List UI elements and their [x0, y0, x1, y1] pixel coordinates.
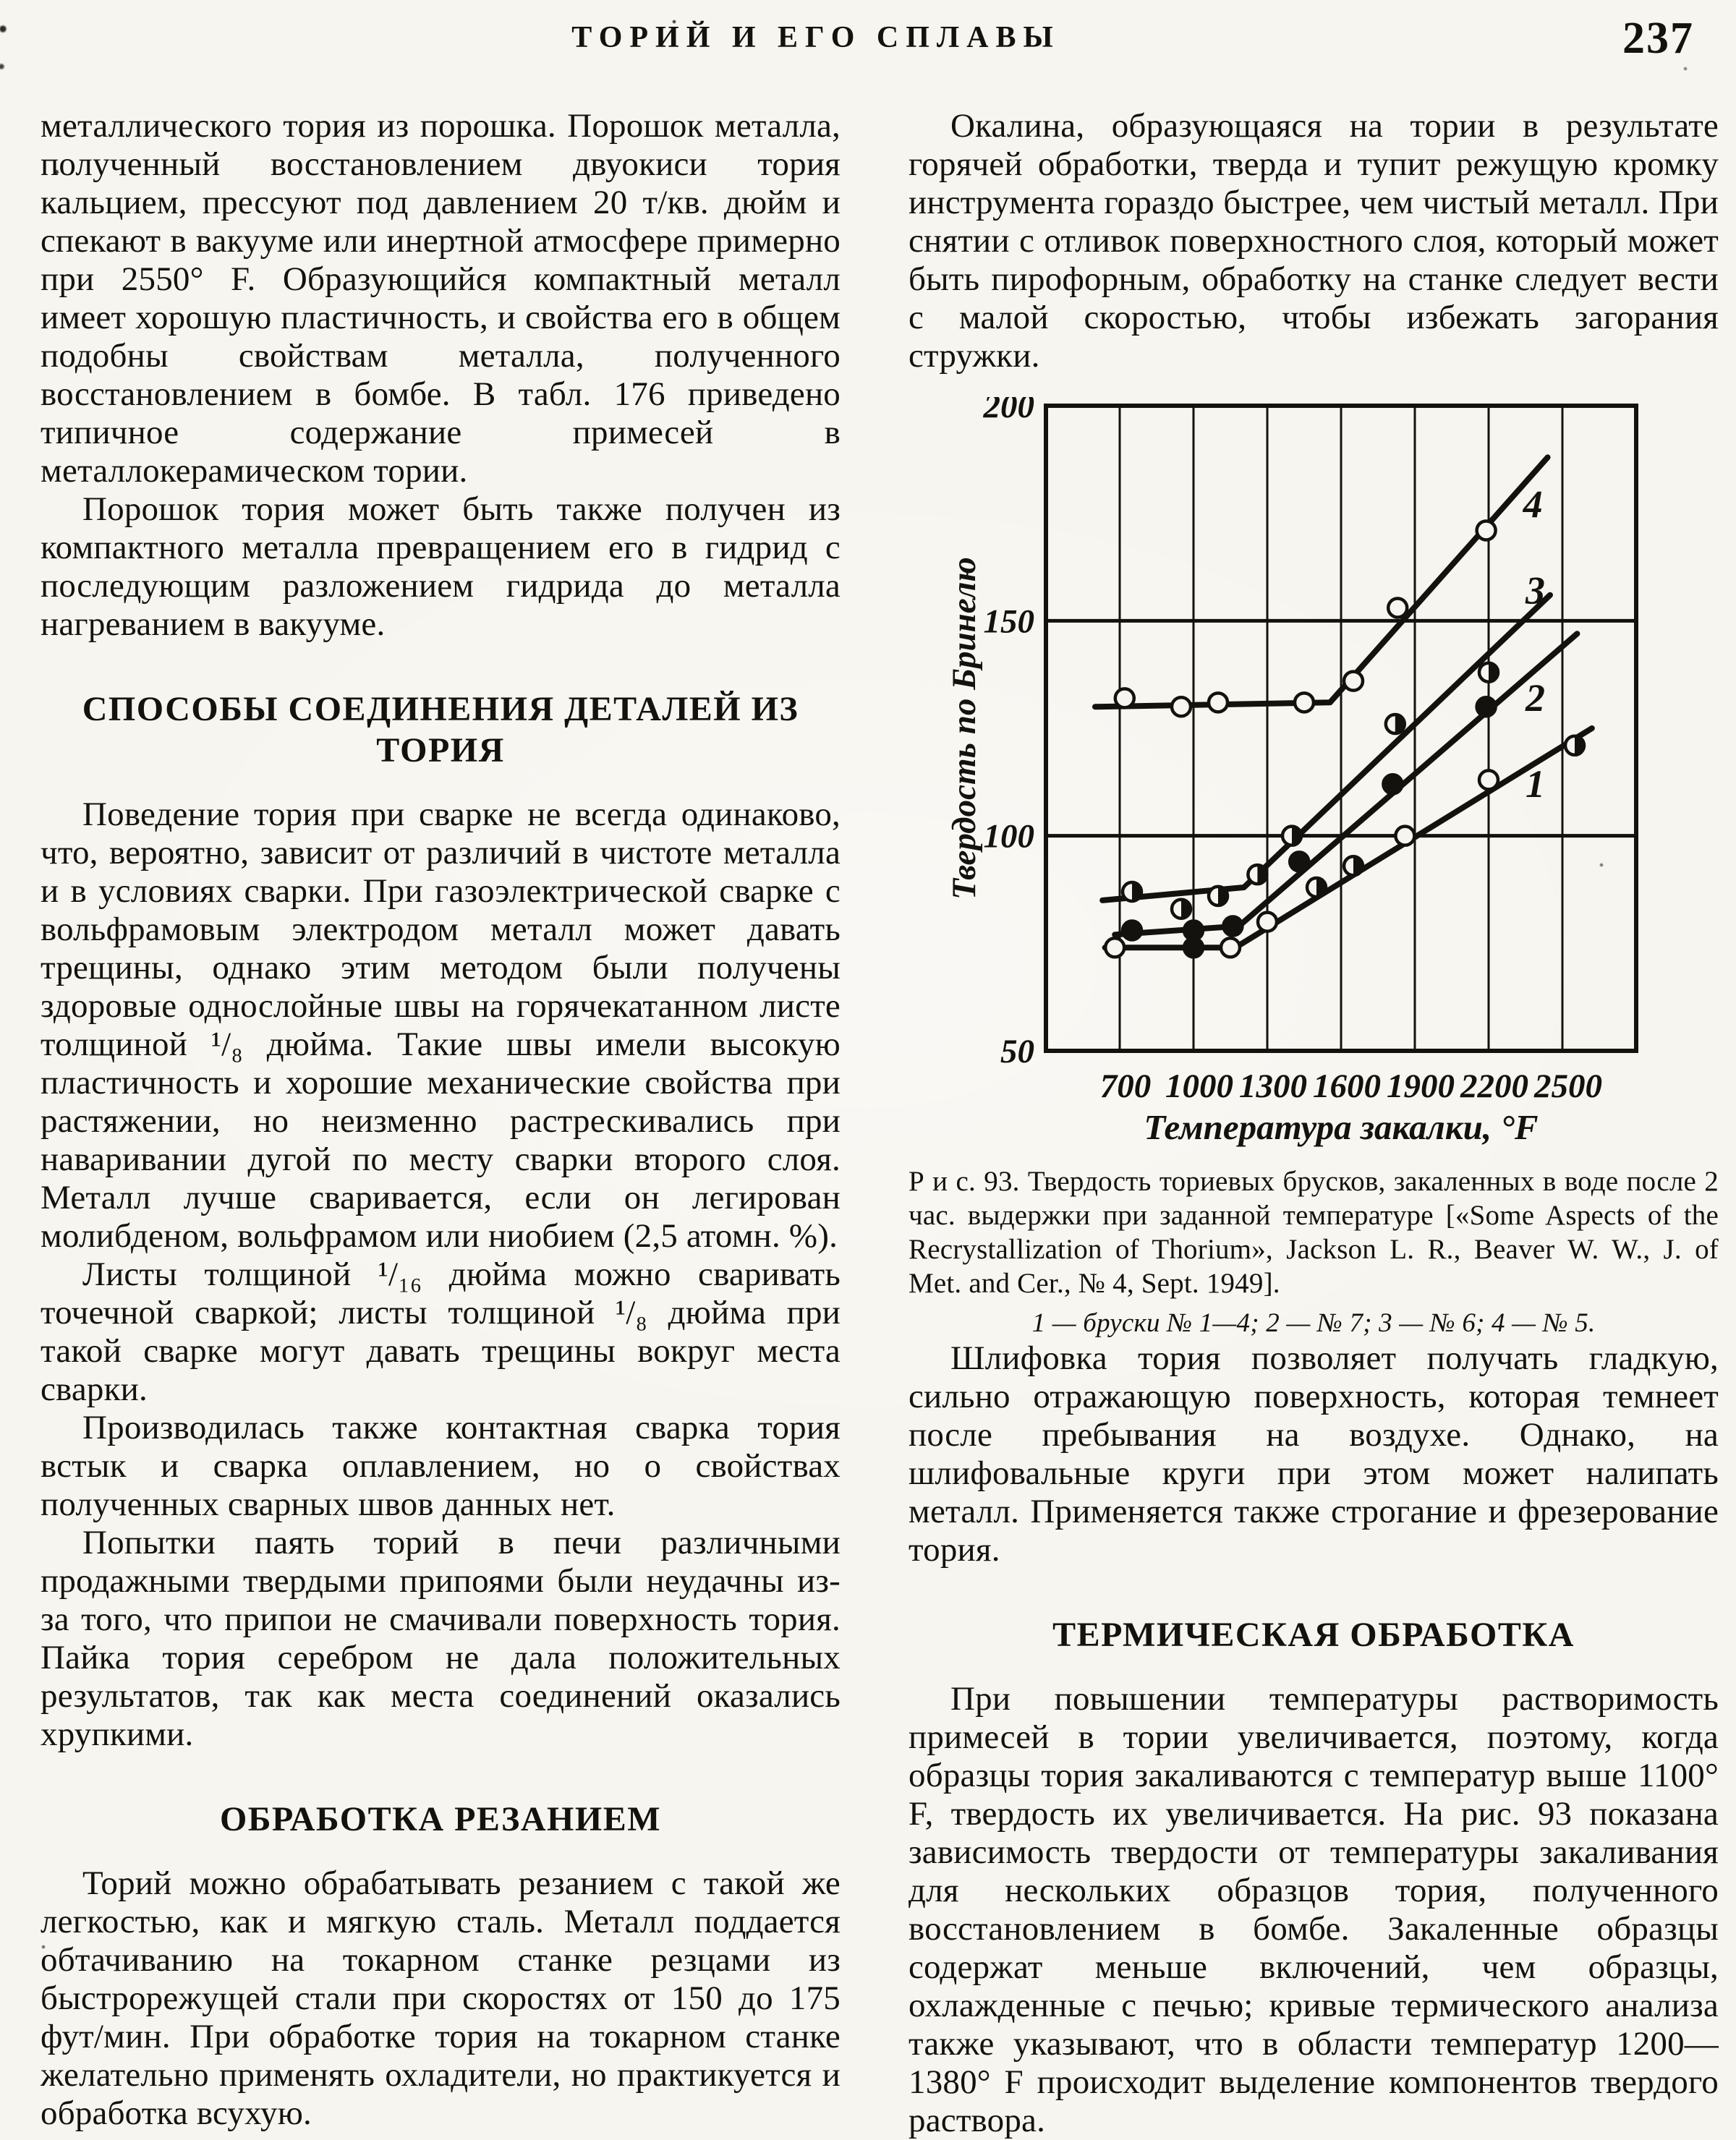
svg-text:50: 50	[1000, 1033, 1034, 1070]
figure-legend: 1 — бруски № 1—4; 2 — № 7; 3 — № 6; 4 — …	[1031, 1308, 1596, 1338]
svg-text:1000: 1000	[1165, 1067, 1233, 1105]
chart-axis-labels: 50 100 150 200 700 1000 1300 1600 1900 2200 2500Те…	[945, 397, 1602, 1147]
svg-text:700: 700	[1100, 1067, 1152, 1105]
section-heading-joining: СПОСОБЫ СОЕДИНЕНИЯ ДЕТАЛЕЙ ИЗ ТОРИЯ	[82, 690, 799, 770]
section-heading-heat-treatment: ТЕРМИЧЕСКАЯ ОБРАБОТКА	[1052, 1616, 1575, 1654]
chart-grid	[1044, 404, 1638, 1053]
left-column: металлического тория из порошка. Порошок…	[41, 107, 841, 2133]
figure-caption: Р и с. 93. Твердость ториевых брусков, з…	[909, 1166, 1719, 1299]
paragraph-powder-metal: металлического тория из порошка. Порошок…	[41, 107, 841, 490]
figure-caption-block: Р и с. 93. Твердость ториевых брусков, з…	[909, 1164, 1719, 1339]
svg-text:Температура закалки, °F: Температура закалки, °F	[1144, 1107, 1538, 1147]
paragraph-thorium-powder-hydride: Порошок тория может быть также получен и…	[41, 490, 841, 643]
svg-text:2200: 2200	[1460, 1067, 1528, 1105]
paragraph-brazing: Попытки паять торий в печи различными пр…	[41, 1524, 841, 1753]
curve-4: 4	[1092, 454, 1551, 718]
paragraph-heat-treatment: При повышении температуры растворимость …	[909, 1680, 1719, 2139]
running-title: ТОРИЙ И ЕГО СПЛАВЫ	[571, 21, 1060, 54]
figure-93: 50 100 150 200 700 1000 1300 1600 1900 2200 2500 Те…	[909, 397, 1719, 1339]
curve-3: 3	[1099, 569, 1553, 921]
right-column: Окалина, образующаяся на тории в результ…	[909, 107, 1719, 2140]
curve-label-2: 2	[1525, 676, 1545, 720]
curve-1: 1	[1102, 725, 1595, 959]
paragraph-scale-hardness: Окалина, образующаяся на тории в результ…	[909, 107, 1719, 375]
hardness-chart: 50 100 150 200 700 1000 1300 1600 1900 2200 2500Те…	[945, 397, 1638, 1147]
curve-label-3: 3	[1525, 569, 1545, 613]
paragraph-grinding: Шлифовка тория позволяет получать гладку…	[909, 1339, 1719, 1569]
paragraph-spot-welding: Листы толщиной ¹/₁₆ дюйма можно свариват…	[41, 1256, 841, 1408]
svg-text:100: 100	[984, 818, 1035, 856]
svg-text:2500: 2500	[1533, 1067, 1602, 1105]
svg-text:1600: 1600	[1313, 1067, 1381, 1105]
paragraph-welding-behavior: Поведение тория при сварке не всегда оди…	[41, 796, 841, 1255]
svg-text:150: 150	[984, 602, 1035, 640]
svg-text:1900: 1900	[1387, 1067, 1455, 1105]
paragraph-butt-welding: Производилась также контактная сварка то…	[41, 1409, 841, 1523]
curve-label-1: 1	[1526, 762, 1545, 806]
paragraph-machining: Торий можно обрабатывать резанием с тако…	[41, 1864, 841, 2132]
curve-label-4: 4	[1523, 483, 1543, 527]
page-number: 237	[1622, 14, 1694, 63]
svg-text:1300: 1300	[1239, 1067, 1307, 1105]
section-heading-machining: ОБРАБОТКА РЕЗАНИЕМ	[219, 1800, 662, 1838]
curve-2: 2	[1112, 631, 1580, 942]
svg-text:Твердость по Бринелю: Твердость по Бринелю	[945, 557, 983, 900]
svg-text:200: 200	[983, 397, 1035, 425]
